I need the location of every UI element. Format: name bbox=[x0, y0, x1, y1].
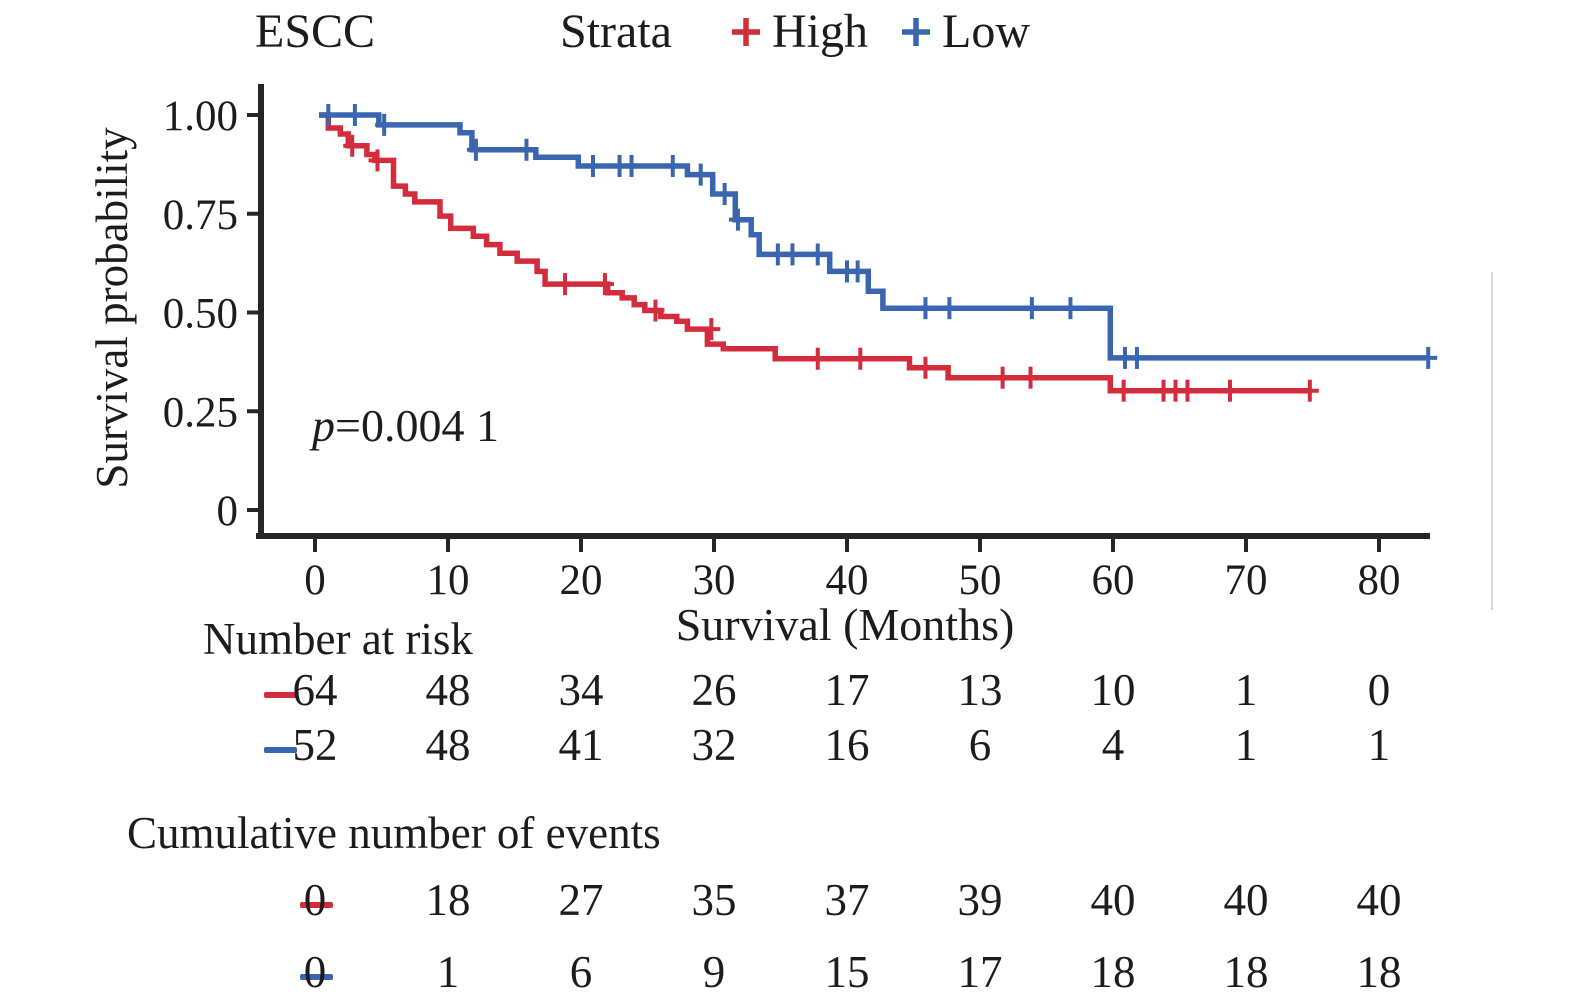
risk-value: 4 bbox=[1101, 720, 1125, 770]
risk-value: 32 bbox=[691, 720, 737, 770]
events-value: 40 bbox=[1090, 875, 1136, 925]
p-value-var: p bbox=[312, 400, 335, 451]
y-tick-label: 0 bbox=[217, 488, 239, 535]
risk-value: 52 bbox=[292, 720, 338, 770]
x-tick-label: 50 bbox=[959, 557, 1002, 604]
x-tick-label: 0 bbox=[304, 557, 326, 604]
events-value: 37 bbox=[824, 875, 870, 925]
legend-item-low: Low bbox=[898, 6, 1030, 58]
events-row-marker-high bbox=[300, 902, 333, 908]
plot-title: ESCC bbox=[255, 5, 376, 58]
risk-value: 1 bbox=[1234, 665, 1258, 715]
legend-label-high: High bbox=[772, 5, 868, 58]
risk-value: 41 bbox=[558, 720, 604, 770]
events-value: 18 bbox=[1356, 947, 1402, 997]
events-value: 6 bbox=[569, 947, 593, 997]
risk-value: 16 bbox=[824, 720, 870, 770]
y-tick-label: 0.50 bbox=[163, 291, 238, 338]
risk-value: 26 bbox=[691, 665, 737, 715]
events-value: 15 bbox=[824, 947, 870, 997]
plus-icon bbox=[902, 18, 930, 46]
y-tick-label: 1.00 bbox=[163, 93, 238, 140]
y-tick-label: 0.75 bbox=[163, 192, 238, 239]
risk-value: 48 bbox=[425, 720, 471, 770]
risk-row-marker-high bbox=[264, 692, 297, 698]
events-value: 18 bbox=[1223, 947, 1269, 997]
p-value-annotation: p=0.004 1 bbox=[312, 399, 499, 452]
x-tick-label: 20 bbox=[560, 557, 603, 604]
risk-value: 10 bbox=[1090, 665, 1136, 715]
risk-value: 1 bbox=[1234, 720, 1258, 770]
x-tick-label: 30 bbox=[693, 557, 736, 604]
risk-value: 34 bbox=[558, 665, 604, 715]
x-tick-label: 10 bbox=[427, 557, 470, 604]
strata-label: Strata bbox=[560, 5, 672, 58]
events-value: 40 bbox=[1356, 875, 1402, 925]
risk-value: 1 bbox=[1367, 720, 1391, 770]
events-value: 1 bbox=[436, 947, 460, 997]
page-edge-line bbox=[1491, 272, 1493, 610]
survival-plot: 1.00 0.75 0.50 0.25 0 0 10 20 30 40 50 60 70 80 bbox=[163, 84, 1438, 604]
p-value-rest: =0.004 1 bbox=[335, 400, 499, 451]
events-value: 0 bbox=[303, 875, 327, 925]
events-value: 40 bbox=[1223, 875, 1269, 925]
risk-value: 64 bbox=[292, 665, 338, 715]
events-value: 18 bbox=[1090, 947, 1136, 997]
risk-value: 13 bbox=[957, 665, 1003, 715]
x-tick-label: 80 bbox=[1358, 557, 1401, 604]
y-tick-label: 0.25 bbox=[163, 389, 238, 436]
events-row-marker-low bbox=[300, 974, 333, 980]
legend-label-low: Low bbox=[942, 5, 1030, 58]
risk-value: 0 bbox=[1367, 665, 1391, 715]
events-value: 9 bbox=[702, 947, 726, 997]
risk-value: 17 bbox=[824, 665, 870, 715]
x-axis-title: Survival (Months) bbox=[675, 599, 1015, 650]
events-value: 18 bbox=[425, 875, 471, 925]
risk-table-label: Number at risk bbox=[203, 614, 473, 664]
risk-value: 6 bbox=[968, 720, 992, 770]
risk-row-marker-low bbox=[264, 747, 297, 753]
events-value: 35 bbox=[691, 875, 737, 925]
risk-value: 48 bbox=[425, 665, 471, 715]
events-value: 0 bbox=[303, 947, 327, 997]
x-tick-label: 70 bbox=[1225, 557, 1268, 604]
events-value: 39 bbox=[957, 875, 1003, 925]
x-tick-label: 40 bbox=[826, 557, 869, 604]
events-value: 27 bbox=[558, 875, 604, 925]
plus-icon bbox=[732, 18, 760, 46]
y-axis-title: Survival probability bbox=[87, 127, 137, 489]
legend-item-high: High bbox=[728, 6, 868, 58]
x-tick-label: 60 bbox=[1092, 557, 1135, 604]
events-table-label: Cumulative number of events bbox=[127, 808, 661, 858]
events-value: 17 bbox=[957, 947, 1003, 997]
